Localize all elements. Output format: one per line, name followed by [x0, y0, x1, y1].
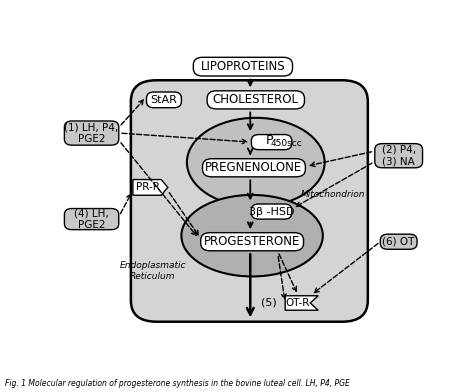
Text: Mitochondrion: Mitochondrion: [301, 191, 365, 200]
FancyBboxPatch shape: [375, 143, 422, 168]
Text: (5): (5): [261, 297, 276, 307]
FancyBboxPatch shape: [251, 204, 292, 219]
Text: PROGESTERONE: PROGESTERONE: [204, 235, 301, 248]
Text: Endoplasmatic
Reticulum: Endoplasmatic Reticulum: [119, 261, 186, 281]
Text: 3β -HSD: 3β -HSD: [249, 207, 294, 216]
Text: (4) LH,
PGE2: (4) LH, PGE2: [74, 208, 109, 230]
Text: LIPOPROTEINS: LIPOPROTEINS: [201, 60, 285, 73]
Text: (1) LH, P4,
PGE2: (1) LH, P4, PGE2: [64, 122, 118, 144]
Text: P: P: [266, 134, 273, 147]
FancyBboxPatch shape: [201, 233, 303, 251]
Text: PREGNENOLONE: PREGNENOLONE: [205, 161, 302, 174]
FancyBboxPatch shape: [380, 234, 417, 249]
Text: OT-R: OT-R: [286, 298, 310, 308]
FancyBboxPatch shape: [202, 159, 305, 177]
Text: (6) OT: (6) OT: [383, 237, 415, 247]
FancyBboxPatch shape: [251, 134, 292, 150]
FancyBboxPatch shape: [131, 80, 368, 322]
Ellipse shape: [182, 195, 323, 276]
Text: CHOLESTEROL: CHOLESTEROL: [213, 93, 299, 106]
Text: StAR: StAR: [151, 95, 177, 105]
Text: Fig. 1 Molecular regulation of progesterone synthesis in the bovine luteal cell.: Fig. 1 Molecular regulation of progester…: [5, 379, 350, 388]
Text: PR-R: PR-R: [136, 182, 160, 192]
Polygon shape: [133, 180, 168, 195]
FancyBboxPatch shape: [146, 92, 182, 108]
Polygon shape: [285, 296, 318, 310]
FancyBboxPatch shape: [193, 57, 292, 76]
Text: 450scc: 450scc: [270, 140, 302, 149]
FancyBboxPatch shape: [207, 91, 304, 109]
FancyBboxPatch shape: [64, 209, 119, 230]
Ellipse shape: [187, 118, 325, 207]
FancyBboxPatch shape: [64, 121, 119, 145]
Text: (2) P4,
(3) NA: (2) P4, (3) NA: [382, 145, 416, 167]
